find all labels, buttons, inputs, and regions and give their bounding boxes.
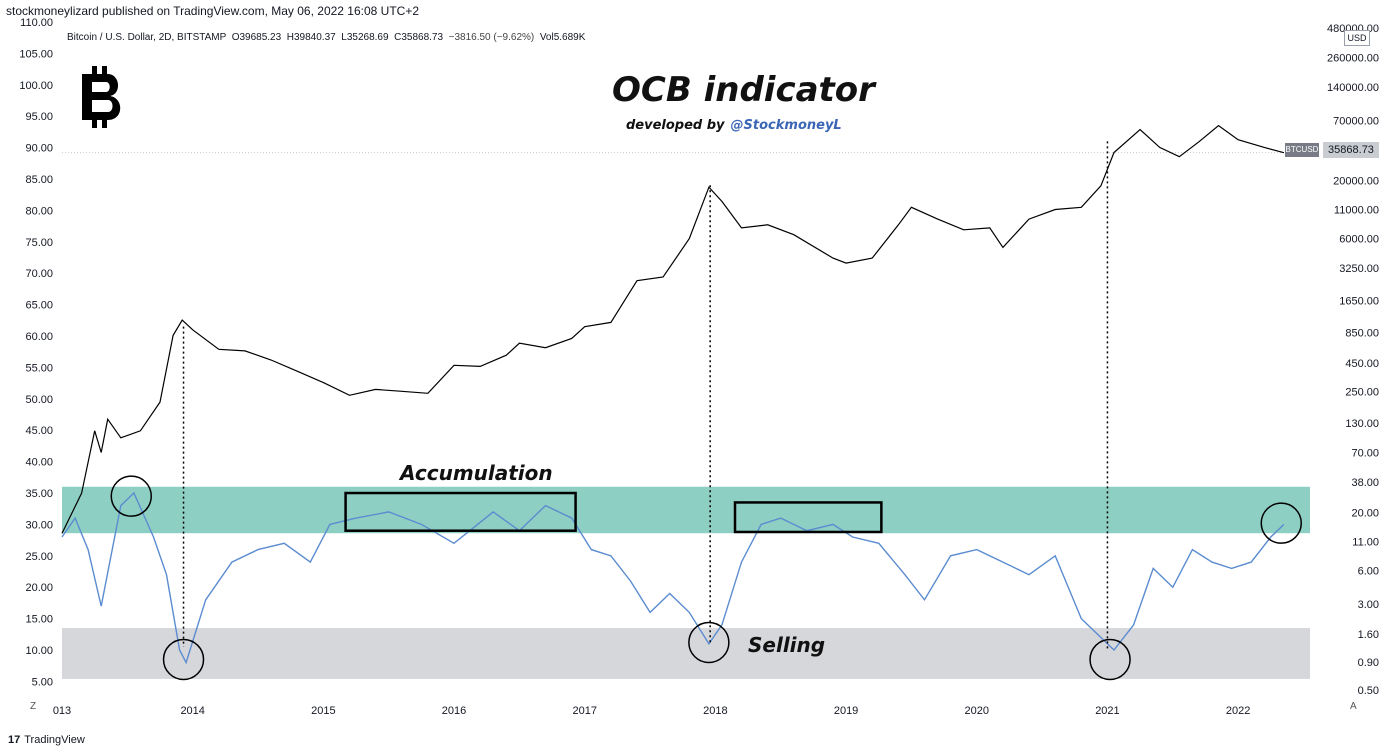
right-axis-tick: 260000.00 bbox=[1327, 52, 1379, 64]
high-value: 39840.37 bbox=[293, 32, 336, 43]
accumulation-zone bbox=[62, 486, 1310, 534]
developed-by-text: developed by bbox=[626, 118, 725, 133]
right-axis-tick: 0.90 bbox=[1358, 657, 1379, 669]
right-axis-tick: 3.00 bbox=[1358, 599, 1379, 611]
chart-subtitle: developed by @StockmoneyL bbox=[626, 118, 842, 133]
left-axis-tick: 65.00 bbox=[25, 300, 53, 312]
highlight-circle bbox=[110, 475, 153, 517]
left-axis-tick: 45.00 bbox=[25, 425, 53, 437]
right-axis-tick: 850.00 bbox=[1345, 328, 1379, 340]
accumulation-label: Accumulation bbox=[400, 461, 553, 485]
x-axis-tick: 013 bbox=[53, 705, 71, 717]
close-value: 35868.73 bbox=[401, 32, 444, 43]
left-axis-tick: 95.00 bbox=[25, 111, 53, 123]
x-axis-tick: 2018 bbox=[703, 705, 727, 717]
low-label: L bbox=[341, 32, 347, 43]
btc-price-line bbox=[61, 124, 1285, 534]
right-axis-tick: 11.00 bbox=[1352, 536, 1379, 548]
right-axis-tick: 1.60 bbox=[1358, 629, 1379, 641]
left-axis-tick: 110.00 bbox=[20, 17, 53, 29]
last-price-tag: 35868.73 bbox=[1323, 142, 1379, 158]
ocb-indicator-line bbox=[61, 491, 1285, 665]
left-axis-tick: 70.00 bbox=[25, 268, 53, 280]
x-axis-tick: 2021 bbox=[1095, 705, 1119, 717]
left-axis-tick: 60.00 bbox=[25, 331, 53, 343]
left-axis-tick: 85.00 bbox=[25, 174, 53, 186]
change-value: −3816.50 (−9.62%) bbox=[448, 32, 535, 43]
right-axis-tick: 140000.00 bbox=[1327, 82, 1379, 94]
selling-label: Selling bbox=[748, 633, 826, 657]
left-axis-tick: 90.00 bbox=[25, 143, 53, 155]
highlight-circle bbox=[1089, 638, 1131, 681]
x-axis-tick: 2019 bbox=[834, 705, 858, 717]
x-axis-tick: 2016 bbox=[442, 705, 466, 717]
tradingview-icon: 17 bbox=[8, 734, 21, 746]
left-axis-tick: 40.00 bbox=[25, 457, 53, 469]
accumulation-box bbox=[733, 501, 883, 534]
auto-scale-button[interactable]: A bbox=[1350, 701, 1357, 712]
left-axis-tick: 15.00 bbox=[25, 614, 53, 626]
x-axis-tick: 2020 bbox=[965, 705, 989, 717]
x-axis-tick: 2017 bbox=[572, 705, 596, 717]
right-axis-tick: 11000.00 bbox=[1334, 204, 1379, 216]
highlight-circle bbox=[688, 621, 730, 664]
right-axis-tick: 6.00 bbox=[1358, 566, 1379, 578]
chart-title: OCB indicator bbox=[612, 70, 875, 110]
right-axis-tick: 20000.00 bbox=[1333, 176, 1379, 188]
right-axis-tick: 3250.00 bbox=[1339, 263, 1379, 275]
left-axis-tick: 105.00 bbox=[19, 48, 53, 60]
open-value: 39685.23 bbox=[239, 32, 282, 43]
currency-label: USD bbox=[1344, 30, 1370, 46]
bitcoin-icon bbox=[82, 66, 121, 128]
ticker-tag: BTCUSD bbox=[1285, 143, 1319, 157]
highlight-circle bbox=[1260, 502, 1303, 544]
right-axis-tick: 130.00 bbox=[1345, 418, 1379, 430]
left-axis-tick: 20.00 bbox=[25, 582, 53, 594]
accumulation-box bbox=[344, 491, 577, 532]
right-axis-tick: 0.50 bbox=[1358, 685, 1379, 697]
left-axis-tick: 25.00 bbox=[25, 551, 53, 563]
selling-zone bbox=[62, 628, 1310, 679]
left-axis-tick: 100.00 bbox=[19, 80, 53, 92]
zoom-button[interactable]: Z bbox=[30, 701, 37, 712]
left-axis-tick: 10.00 bbox=[25, 645, 53, 657]
left-axis-tick: 35.00 bbox=[25, 488, 53, 500]
left-axis-tick: 30.00 bbox=[25, 519, 53, 531]
brand-name: TradingView bbox=[24, 734, 85, 746]
publisher-line: stockmoneylizard published on TradingVie… bbox=[6, 4, 420, 18]
low-value: 35268.69 bbox=[346, 32, 389, 43]
right-axis-tick: 250.00 bbox=[1345, 386, 1379, 398]
left-axis-tick: 5.00 bbox=[32, 676, 53, 688]
right-axis-tick: 1650.00 bbox=[1339, 296, 1379, 308]
right-axis-tick: 38.00 bbox=[1351, 477, 1379, 489]
right-axis-tick: 70000.00 bbox=[1333, 116, 1379, 128]
right-axis-tick: 450.00 bbox=[1345, 358, 1379, 370]
x-axis-tick: 2014 bbox=[180, 705, 204, 717]
author-handle: @StockmoneyL bbox=[730, 118, 842, 133]
highlight-circle bbox=[162, 638, 205, 681]
left-axis-tick: 55.00 bbox=[25, 362, 53, 374]
right-axis-tick: 20.00 bbox=[1351, 508, 1379, 520]
x-axis-tick: 2015 bbox=[311, 705, 335, 717]
right-axis-tick: 70.00 bbox=[1351, 448, 1379, 460]
close-label: C bbox=[394, 32, 402, 43]
high-label: H bbox=[286, 32, 294, 43]
left-axis-tick: 75.00 bbox=[25, 237, 53, 249]
left-axis-tick: 50.00 bbox=[25, 394, 53, 406]
vol-value: 5.689K bbox=[553, 32, 586, 43]
x-axis-tick: 2022 bbox=[1226, 705, 1250, 717]
open-label: O bbox=[231, 32, 240, 43]
vol-label: Vol bbox=[539, 32, 554, 43]
left-axis-tick: 80.00 bbox=[25, 205, 53, 217]
symbol-legend: Bitcoin / U.S. Dollar, 2D, BITSTAMP O396… bbox=[67, 32, 585, 43]
right-axis-tick: 6000.00 bbox=[1339, 234, 1379, 246]
footer-brand: 17 TradingView bbox=[8, 734, 85, 746]
symbol-name: Bitcoin / U.S. Dollar, 2D, BITSTAMP bbox=[67, 32, 227, 43]
